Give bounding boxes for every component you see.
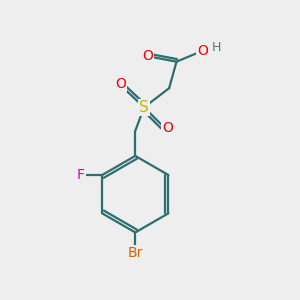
Text: S: S [139, 100, 149, 115]
Text: O: O [198, 44, 208, 58]
Text: Br: Br [128, 246, 143, 260]
Text: O: O [162, 121, 173, 135]
Text: O: O [115, 77, 126, 91]
Text: H: H [211, 41, 220, 54]
Text: O: O [142, 49, 153, 63]
Text: F: F [77, 168, 85, 182]
